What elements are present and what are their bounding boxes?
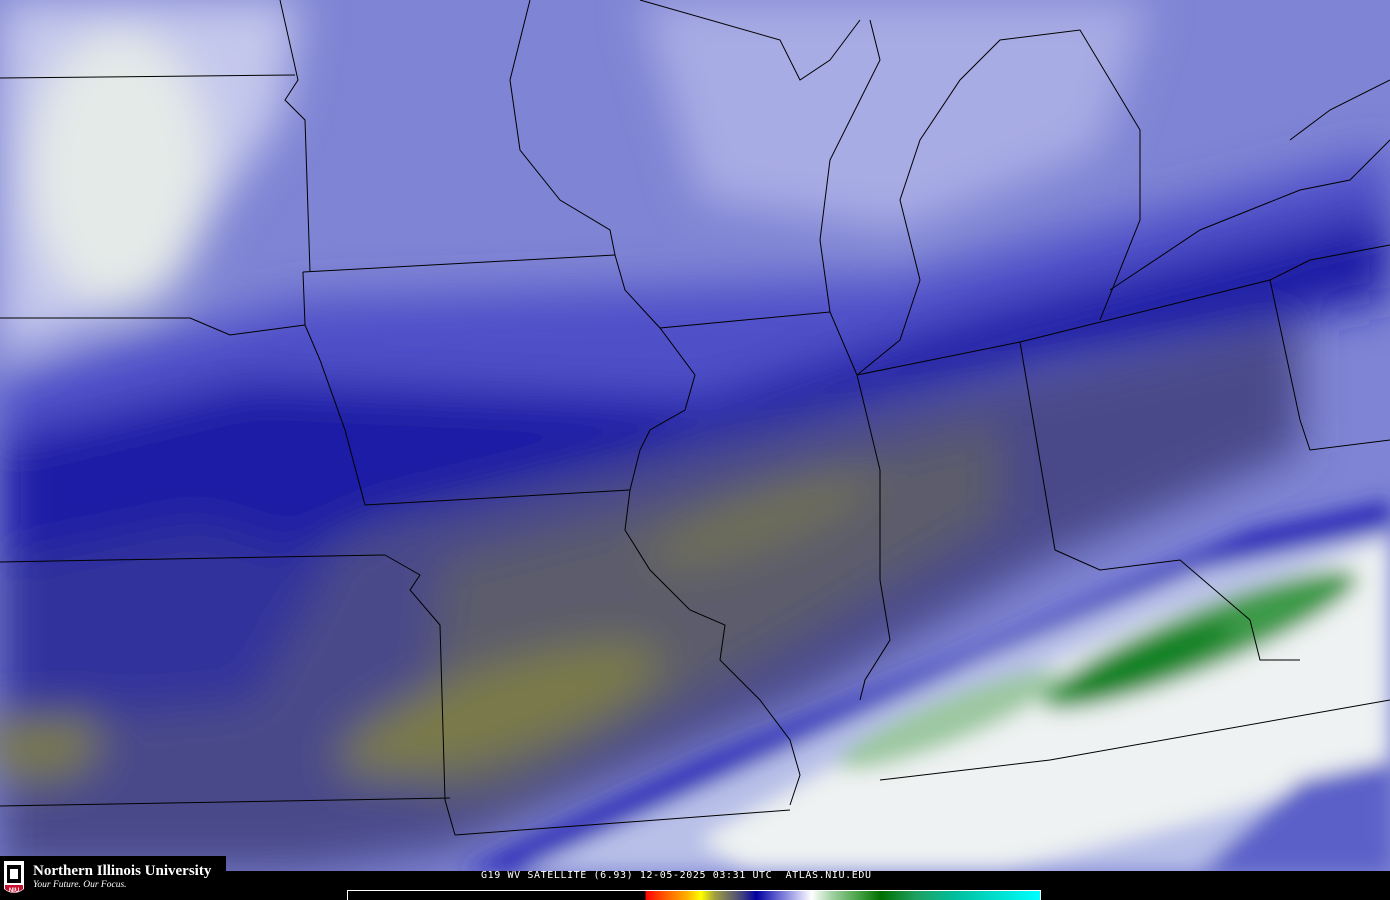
niu-logo: NIU Northern Illinois University Your Fu… <box>0 856 226 900</box>
svg-text:NIU: NIU <box>9 888 19 894</box>
color-scale-bar <box>347 890 1041 900</box>
site-label: ATLAS.NIU.EDU <box>785 870 872 881</box>
product-label: G19 WV SATELLITE (6.93) 12-05-2025 03:31… <box>481 870 773 881</box>
logo-name: Northern Illinois University <box>33 863 212 879</box>
water-vapor-map <box>0 0 1390 871</box>
product-caption: G19 WV SATELLITE (6.93) 12-05-2025 03:31… <box>481 871 872 881</box>
niu-shield-icon: NIU <box>4 861 24 894</box>
cloud-band <box>460 500 1390 871</box>
state-borders <box>0 0 1390 836</box>
logo-tagline: Your Future. Our Focus. <box>33 880 127 890</box>
